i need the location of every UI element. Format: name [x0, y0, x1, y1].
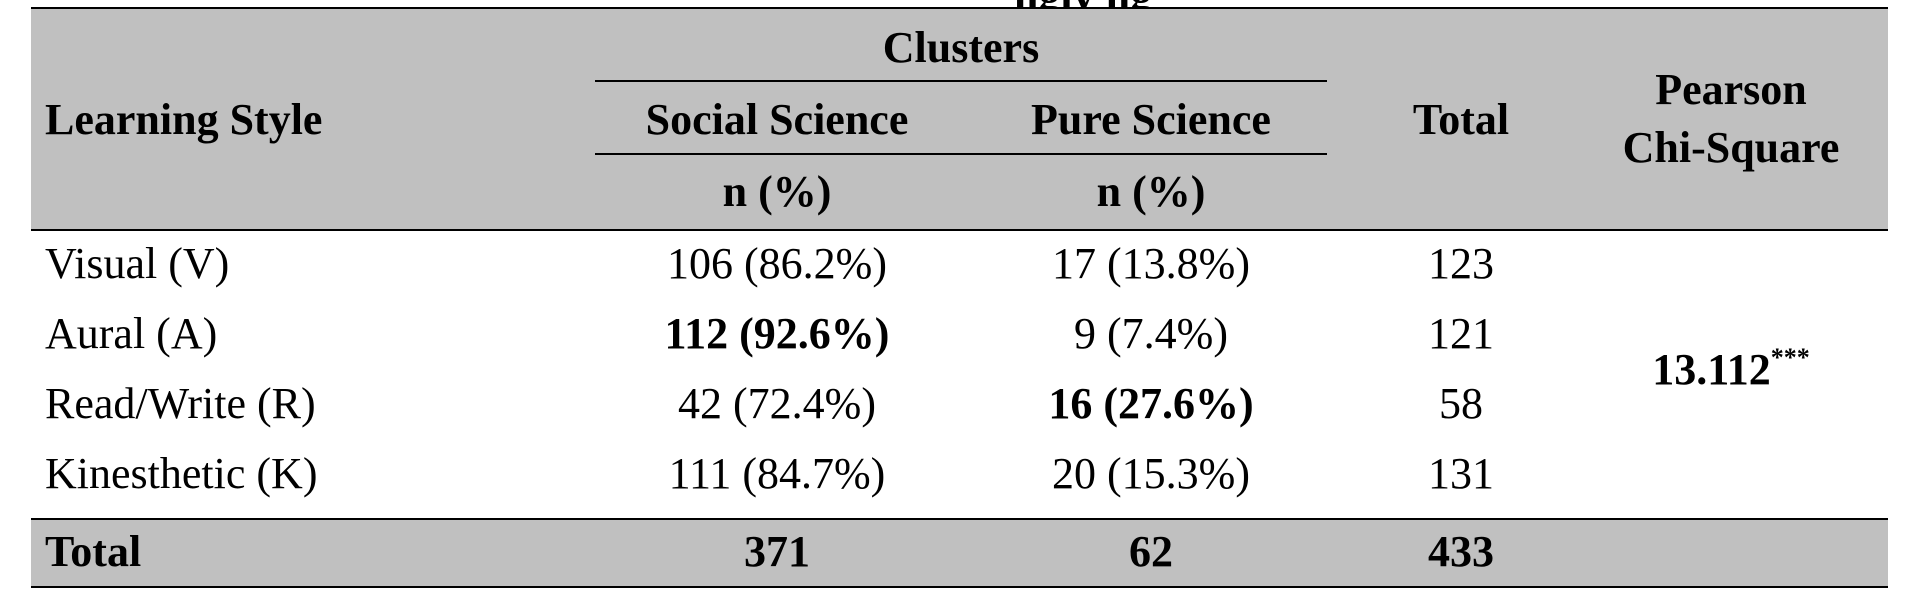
totals-label: Total: [45, 527, 142, 576]
table-header-band: [31, 7, 1888, 231]
row-readwrite-total: 58: [1439, 379, 1483, 428]
totals-social: 371: [744, 527, 810, 576]
row-kinesthetic-social: 111 (84.7%): [668, 449, 886, 498]
header-n-percent-pure: n (%): [1096, 167, 1206, 216]
header-clusters: Clusters: [882, 23, 1040, 72]
header-n-percent-social: n (%): [722, 167, 832, 216]
significance-marker: ***: [1770, 343, 1810, 372]
row-visual-style: Visual (V): [45, 239, 230, 288]
row-readwrite-social: 42 (72.4%): [678, 379, 876, 428]
row-aural-pure: 9 (7.4%): [1074, 309, 1228, 358]
row-aural-style: Aural (A): [45, 309, 218, 358]
header-learning-style: Learning Style: [45, 95, 323, 144]
header-total: Total: [1412, 95, 1510, 144]
subheader-underline: [595, 153, 1327, 155]
row-aural-total: 121: [1428, 309, 1494, 358]
totals-pure: 62: [1129, 527, 1173, 576]
header-pearson-line2: Chi-Square: [1622, 123, 1840, 172]
row-visual-total: 123: [1428, 239, 1494, 288]
pearson-value: 13.112: [1652, 345, 1771, 394]
clusters-underline: [595, 80, 1327, 82]
row-kinesthetic-pure: 20 (15.3%): [1052, 449, 1250, 498]
header-pure-science: Pure Science: [1031, 95, 1271, 144]
row-visual-pure: 17 (13.8%): [1052, 239, 1250, 288]
totals-total: 433: [1428, 527, 1494, 576]
row-visual-social: 106 (86.2%): [667, 239, 887, 288]
row-kinesthetic-style: Kinesthetic (K): [45, 449, 318, 498]
row-aural-social: 112 (92.6%): [664, 309, 890, 358]
row-readwrite-pure: 16 (27.6%): [1048, 379, 1254, 428]
row-readwrite-style: Read/Write (R): [45, 379, 316, 428]
pearson-chi-square-value: 13.112***: [1591, 345, 1871, 395]
header-pearson-line1: Pearson: [1655, 65, 1807, 114]
totals-band: [31, 518, 1888, 588]
row-kinesthetic-total: 131: [1428, 449, 1494, 498]
header-social-science: Social Science: [645, 95, 909, 144]
